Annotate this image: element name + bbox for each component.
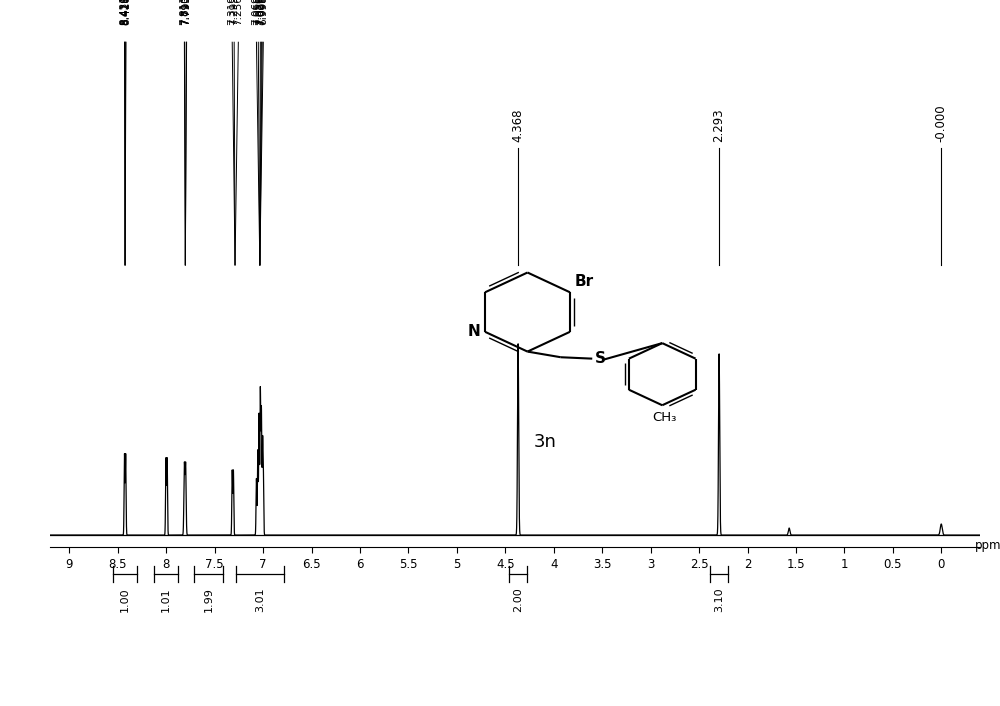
Text: 1.99: 1.99 [204, 587, 214, 612]
Text: ppm: ppm [975, 539, 1000, 551]
Text: 3.01: 3.01 [255, 587, 265, 612]
Text: 7.050: 7.050 [253, 0, 263, 25]
Text: 7.319: 7.319 [227, 0, 237, 25]
Text: 8.428: 8.428 [120, 0, 130, 25]
Text: 7.018: 7.018 [256, 0, 266, 25]
Text: 7.793: 7.793 [181, 0, 191, 25]
Text: 4.368: 4.368 [512, 108, 525, 142]
Text: 1.00: 1.00 [120, 587, 130, 612]
Text: 7.790: 7.790 [182, 0, 192, 25]
Text: S: S [595, 351, 606, 366]
Text: 3n: 3n [534, 433, 556, 451]
Text: Br: Br [574, 274, 593, 289]
Text: CH₃: CH₃ [652, 412, 676, 424]
Text: -0.000: -0.000 [935, 104, 948, 142]
Text: 2.293: 2.293 [713, 108, 726, 142]
Text: 8.431: 8.431 [119, 0, 129, 25]
Text: 7.256: 7.256 [233, 0, 243, 25]
Text: 6.998: 6.998 [258, 0, 268, 25]
Text: 7.810: 7.810 [180, 0, 190, 25]
Text: 1.01: 1.01 [161, 587, 171, 612]
Text: 8.419: 8.419 [121, 0, 131, 25]
Text: 7.813: 7.813 [179, 0, 189, 25]
Text: 3.10: 3.10 [714, 587, 724, 612]
Text: 7.029: 7.029 [255, 0, 265, 25]
Text: 7.299: 7.299 [229, 0, 239, 25]
Text: 8.416: 8.416 [121, 0, 131, 25]
Text: 2.00: 2.00 [513, 587, 523, 612]
Text: N: N [468, 324, 481, 340]
Text: 7.069: 7.069 [251, 0, 261, 25]
Text: 7.009: 7.009 [257, 0, 267, 25]
